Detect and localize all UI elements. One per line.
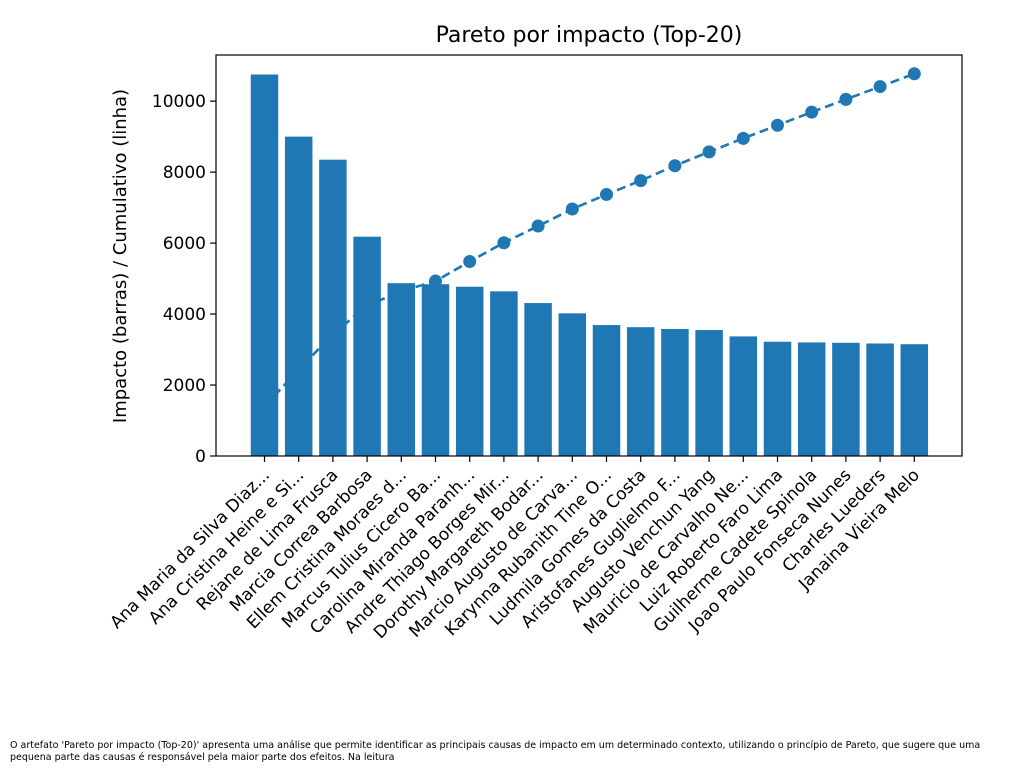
- cumulative-point-15: [736, 131, 750, 145]
- chart-title: Pareto por impacto (Top-20): [436, 23, 743, 48]
- cumulative-point-6: [429, 274, 442, 288]
- y-axis: 0 2000 4000 6000 8000 10000: [152, 92, 216, 467]
- bar-3: [319, 159, 347, 456]
- cumulative-point-12: [634, 174, 648, 188]
- cumulative-point-13: [668, 159, 682, 173]
- bar-5: [387, 283, 416, 456]
- cumulative-point-9: [531, 219, 545, 233]
- x-axis: Ana Maria da Silva Diaz...Ana Cristina H…: [106, 456, 924, 643]
- bar-2: [284, 136, 313, 456]
- bar-15: [729, 336, 758, 456]
- cumulative-line-group: [263, 67, 921, 408]
- bar-10: [558, 313, 587, 456]
- bar-9: [524, 303, 552, 456]
- bar-4: [353, 236, 381, 456]
- pareto-chart: Pareto por impacto (Top-20) Impacto (bar…: [106, 23, 963, 643]
- cumulative-point-10: [565, 202, 579, 216]
- cumulative-point-2: [292, 363, 306, 377]
- y-tick-label: 6000: [163, 234, 206, 254]
- cumulative-point-16: [771, 118, 784, 132]
- bar-11: [592, 325, 621, 456]
- bar-18: [832, 342, 860, 456]
- caption-text: O artefato 'Pareto por impacto (Top-20)'…: [10, 740, 981, 763]
- axes-frame: [215, 54, 963, 457]
- cumulative-point-5: [394, 284, 408, 298]
- bar-17: [797, 342, 826, 456]
- bar-12: [626, 327, 655, 456]
- cumulative-point-4: [360, 299, 374, 313]
- cumulative-point-11: [600, 187, 613, 201]
- bar-19: [866, 343, 894, 456]
- bar-16: [763, 341, 792, 456]
- cumulative-point-8: [497, 236, 511, 250]
- cumulative-point-7: [463, 255, 477, 269]
- y-tick-label: 0: [195, 447, 206, 467]
- cumulative-point-18: [839, 92, 853, 106]
- cumulative-point-20: [907, 67, 921, 81]
- cumulative-point-19: [873, 80, 887, 94]
- bar-8: [490, 291, 518, 456]
- cumulative-point-14: [702, 145, 716, 159]
- bar-14: [695, 330, 723, 456]
- y-tick-label: 8000: [163, 163, 206, 183]
- y-tick-label: 2000: [163, 376, 206, 396]
- y-tick-label: 4000: [163, 305, 206, 325]
- cumulative-point-3: [326, 327, 340, 341]
- y-axis-label: Impacto (barras) / Cumulativo (linha): [110, 89, 131, 423]
- bar-13: [661, 328, 689, 456]
- bar-7: [455, 286, 484, 456]
- bars-group: [250, 74, 929, 457]
- bar-20: [900, 344, 929, 456]
- cumulative-point-17: [805, 105, 819, 119]
- bar-1: [250, 74, 279, 457]
- bar-6: [421, 284, 450, 456]
- y-tick-label: 10000: [152, 92, 206, 112]
